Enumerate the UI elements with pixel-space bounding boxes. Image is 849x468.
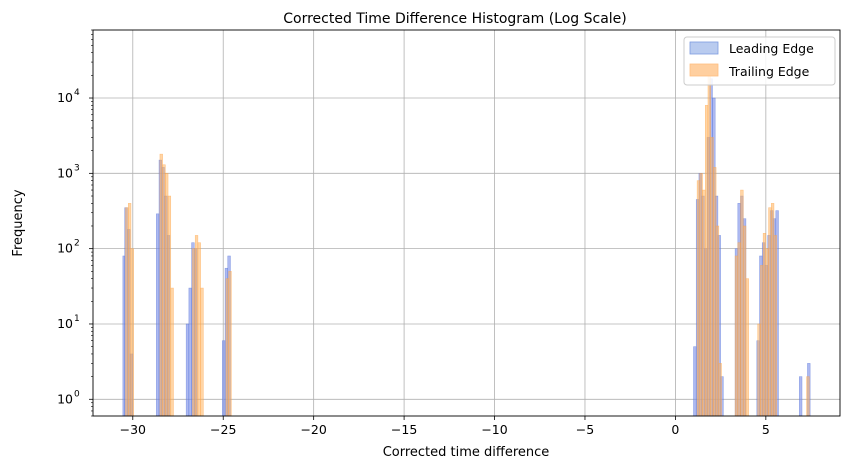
chart-title: Corrected Time Difference Histogram (Log… [283,11,627,27]
y-tick-label: 10 [57,391,73,406]
histogram-bar [225,278,229,417]
histogram-bar [740,189,744,417]
x-tick-label: −5 [576,422,594,437]
x-tick-label: −10 [481,422,507,437]
histogram-bar [159,153,163,417]
histogram-bar [765,248,769,417]
histogram-bar [185,323,190,417]
x-axis: −30 −25 −20 −15 −10 −5 0 5 [120,416,770,437]
histogram-bar [768,207,772,417]
histogram-bar [718,363,722,417]
histogram-bar [707,75,711,417]
y-tick-label: 10 [57,165,73,180]
histogram-bar [696,180,701,417]
y-tick-exponent: 4 [74,88,80,98]
x-tick-label: −20 [300,422,326,437]
histogram-bar [734,255,739,417]
histogram-bar [128,203,132,417]
y-tick-base: 10 [57,165,73,180]
legend-swatch-leading [689,41,719,55]
histogram-bar [705,105,709,417]
histogram-bar [699,173,703,417]
y-tick-base: 10 [57,391,73,406]
histogram-bar [806,376,810,417]
histogram-bar [760,265,764,417]
y-tick-base: 10 [57,90,73,105]
histogram-bar [162,164,166,417]
x-tick-label: −25 [210,422,236,437]
y-tick-label: 10 [57,241,73,256]
x-tick-label: 5 [762,422,770,437]
histogram-bar [188,287,192,417]
x-tick-label: −30 [120,422,146,437]
histogram-bar [710,137,714,417]
histogram-bar [167,195,172,417]
histogram-bar [130,248,134,417]
histogram-bar [773,235,777,417]
histogram-bar [742,225,747,417]
histogram-bar [771,203,775,417]
histogram-bar [197,242,201,417]
histogram-bar [200,287,204,417]
histogram-bar [222,340,226,417]
x-tick-label: −15 [391,422,417,437]
legend-label-trailing: Trailing Edge [728,64,810,79]
legend-frame [683,36,836,86]
legend-label-leading: Leading Edge [729,41,814,56]
histogram-bar [228,271,232,417]
y-tick-exponent: 2 [74,239,80,249]
y-tick-label: 10 [57,316,73,331]
legend-swatch-trailing [689,63,719,77]
histogram-bar [713,167,717,417]
histogram-bar [799,376,803,417]
histogram-bar [170,287,174,417]
histogram-bar [192,248,196,417]
y-tick-label: 10 [57,90,73,105]
histogram-bar [702,189,706,417]
plot-frame [92,29,841,417]
histogram-bar [757,323,761,417]
x-tick-label: 0 [671,422,679,437]
histogram-bar [125,207,129,417]
y-tick-exponent: 3 [74,163,80,173]
histogram-bar [762,233,767,417]
histogram-bar [715,225,720,417]
histogram-bar [156,213,160,417]
histogram-bar [122,255,125,417]
histogram-bar [745,278,749,417]
x-axis-label: Corrected time difference [383,445,550,460]
histogram-bar [693,346,697,417]
histogram-bar [737,242,741,417]
y-tick-exponent: 1 [74,314,80,324]
y-tick-base: 10 [57,241,73,256]
histogram-bar [165,173,169,417]
legend: Leading Edge Trailing Edge [683,36,836,86]
y-tick-exponent: 0 [74,389,80,399]
y-tick-base: 10 [57,316,73,331]
histogram-bar [194,235,199,417]
y-axis-label: Frequency [11,189,26,256]
